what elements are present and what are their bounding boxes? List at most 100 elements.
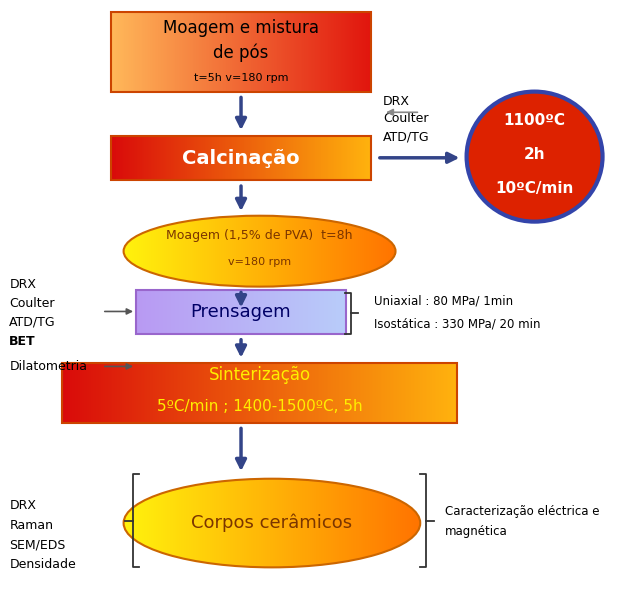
Bar: [107, 363, 108, 423]
Bar: [140, 12, 141, 92]
Bar: [357, 363, 358, 423]
Bar: [266, 479, 267, 567]
Bar: [274, 363, 276, 423]
Bar: [356, 12, 357, 92]
Bar: [230, 136, 231, 180]
Bar: [168, 290, 169, 334]
Bar: [169, 136, 170, 180]
Bar: [210, 363, 211, 423]
Bar: [258, 290, 259, 334]
Bar: [183, 488, 184, 558]
Bar: [193, 290, 194, 334]
Bar: [154, 363, 155, 423]
Bar: [167, 12, 168, 92]
Bar: [318, 290, 319, 334]
Bar: [263, 12, 265, 92]
Bar: [311, 219, 312, 284]
Text: Uniaxial : 80 MPa/ 1min: Uniaxial : 80 MPa/ 1min: [374, 295, 513, 308]
Bar: [268, 216, 269, 287]
Bar: [246, 216, 247, 287]
Bar: [146, 232, 148, 271]
Bar: [261, 136, 262, 180]
Bar: [235, 216, 237, 286]
Bar: [339, 222, 340, 280]
Bar: [306, 290, 307, 334]
Bar: [342, 484, 343, 562]
Bar: [307, 290, 308, 334]
Bar: [85, 363, 87, 423]
Bar: [222, 136, 223, 180]
Bar: [189, 290, 190, 334]
Bar: [120, 363, 121, 423]
Bar: [208, 12, 209, 92]
Bar: [80, 363, 82, 423]
Bar: [203, 484, 204, 562]
Text: DRX: DRX: [9, 278, 36, 291]
Bar: [178, 136, 179, 180]
Bar: [329, 290, 330, 334]
Bar: [213, 290, 214, 334]
Bar: [143, 290, 145, 334]
Bar: [389, 363, 390, 423]
Text: t=5h v=180 rpm: t=5h v=180 rpm: [194, 73, 288, 83]
Bar: [165, 226, 166, 277]
Bar: [362, 228, 363, 274]
Bar: [209, 218, 210, 284]
Bar: [203, 363, 204, 423]
Bar: [402, 502, 403, 544]
Bar: [152, 497, 153, 549]
Bar: [126, 244, 127, 258]
Bar: [224, 217, 225, 285]
Bar: [124, 363, 125, 423]
Bar: [196, 136, 197, 180]
Bar: [128, 12, 129, 92]
Bar: [138, 504, 139, 543]
Bar: [314, 480, 315, 566]
Bar: [170, 12, 171, 92]
Bar: [229, 136, 230, 180]
Bar: [187, 290, 188, 334]
Bar: [262, 12, 263, 92]
Bar: [158, 136, 159, 180]
Bar: [324, 290, 325, 334]
Bar: [124, 136, 125, 180]
Bar: [179, 223, 180, 280]
Bar: [170, 225, 171, 278]
Bar: [223, 136, 224, 180]
Bar: [195, 220, 196, 282]
Bar: [345, 363, 347, 423]
Bar: [322, 290, 323, 334]
Bar: [84, 363, 85, 423]
Bar: [179, 488, 180, 558]
Bar: [166, 136, 167, 180]
Bar: [156, 12, 157, 92]
Bar: [311, 480, 312, 566]
Bar: [322, 220, 323, 282]
Bar: [214, 290, 215, 334]
Text: Moagem (1,5% de PVA)  t=8h: Moagem (1,5% de PVA) t=8h: [166, 229, 353, 242]
Bar: [260, 136, 261, 180]
Bar: [273, 136, 274, 180]
Bar: [146, 136, 148, 180]
Bar: [312, 136, 313, 180]
Bar: [382, 493, 383, 553]
Bar: [154, 136, 155, 180]
Bar: [308, 480, 309, 566]
Bar: [155, 290, 156, 334]
Bar: [260, 290, 261, 334]
Bar: [454, 363, 455, 423]
Text: DRX: DRX: [9, 499, 36, 512]
Bar: [228, 480, 229, 566]
Bar: [390, 241, 391, 261]
Bar: [369, 136, 370, 180]
Bar: [273, 363, 274, 423]
Bar: [327, 482, 328, 564]
Bar: [318, 481, 319, 565]
Bar: [339, 290, 340, 334]
Bar: [171, 224, 172, 278]
Bar: [145, 500, 146, 546]
Bar: [140, 503, 141, 543]
Bar: [256, 216, 257, 287]
Bar: [191, 136, 192, 180]
Bar: [366, 229, 367, 273]
